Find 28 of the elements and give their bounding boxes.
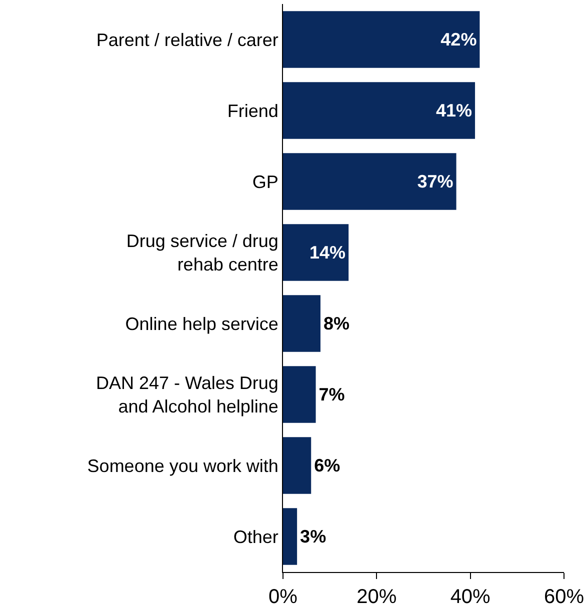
bar [283,153,456,210]
y-tick-label: GP [252,172,278,192]
bar [283,82,476,139]
bar [283,366,316,423]
x-tick-label: 0% [268,586,298,608]
bar [283,508,298,565]
data-label: 8% [323,314,350,334]
data-label: 7% [318,384,345,404]
bar [283,224,349,281]
y-tick-label: Other [233,526,278,547]
y-tick-label: Online help service [125,314,278,334]
x-tick-label: 60% [544,586,584,608]
data-label: 42% [440,30,477,50]
bar [283,11,480,68]
bar [283,437,312,494]
y-tick-label: Parent / relative / carer [96,30,278,50]
x-tick-label: 20% [356,586,397,608]
x-tick-label: 40% [450,586,491,608]
data-label: 41% [436,100,472,120]
data-label: 14% [310,242,346,262]
y-tick-label: Someone you work with [87,456,278,476]
data-label: 6% [314,456,340,476]
data-label: 3% [300,526,326,546]
y-tick-label: DAN 247 - Wales Drug and Alcohol helpline [96,373,278,416]
bar [283,295,320,352]
y-tick-label: Friend [227,100,278,121]
y-tick-label: Drug service / drug rehab centre [126,231,278,274]
data-label: 37% [417,172,454,192]
